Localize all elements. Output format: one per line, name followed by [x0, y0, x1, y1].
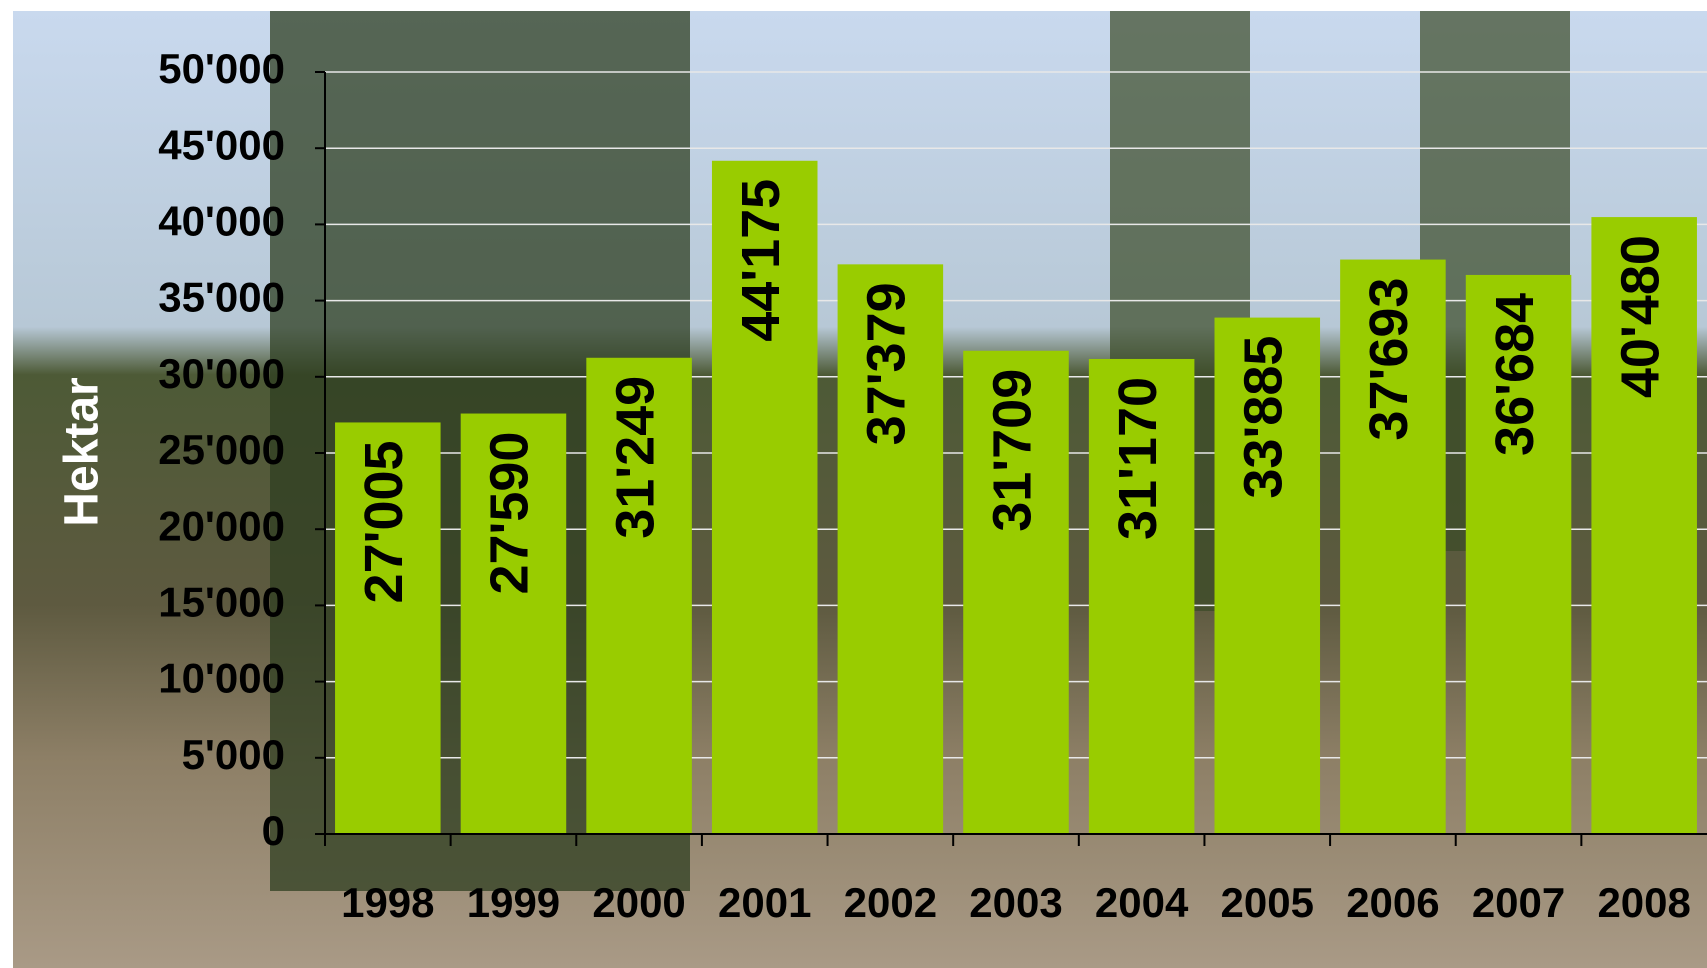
bar [963, 350, 1069, 834]
value-label: 44'175 [731, 179, 791, 342]
x-tick-label: 2000 [592, 879, 685, 926]
x-tick-label: 2004 [1095, 879, 1189, 926]
x-tick-label: 2002 [844, 879, 937, 926]
x-tick-label: 2005 [1221, 879, 1314, 926]
x-tick-label: 2008 [1597, 879, 1690, 926]
y-tick-label: 20'000 [158, 502, 285, 549]
y-axis-label: Hektar [56, 377, 109, 526]
x-tick-label: 2007 [1472, 879, 1565, 926]
y-tick-label: 50'000 [158, 45, 285, 92]
y-tick-label: 15'000 [158, 578, 285, 625]
x-tick-label: 1999 [467, 879, 560, 926]
y-tick-label: 45'000 [158, 121, 285, 168]
value-label: 31'170 [1108, 377, 1168, 540]
value-label: 33'885 [1234, 336, 1294, 499]
value-label: 37'379 [857, 282, 917, 445]
y-tick-label: 5'000 [182, 731, 285, 778]
bar [711, 160, 818, 834]
bar [1214, 317, 1321, 834]
bar [335, 422, 441, 834]
x-tick-label: 2006 [1346, 879, 1439, 926]
x-tick-label: 2003 [969, 879, 1062, 926]
y-tick-label: 35'000 [158, 274, 285, 321]
bar [460, 413, 567, 834]
value-label: 36'684 [1485, 293, 1545, 456]
bar [1088, 358, 1195, 834]
x-tick-label: 1998 [341, 879, 434, 926]
value-label: 27'005 [354, 440, 414, 603]
value-label: 40'480 [1610, 235, 1670, 398]
y-tick-label: 0 [262, 807, 285, 854]
bar [1465, 274, 1572, 834]
x-tick-label: 2001 [718, 879, 811, 926]
value-label: 27'590 [480, 432, 540, 595]
value-label: 31'709 [982, 369, 1042, 532]
bar [837, 264, 944, 835]
y-tick-label: 40'000 [158, 197, 285, 244]
bar [1591, 217, 1697, 835]
value-label: 37'693 [1359, 278, 1419, 441]
y-tick-label: 25'000 [158, 426, 285, 473]
y-tick-label: 10'000 [158, 655, 285, 702]
value-label: 31'249 [605, 376, 665, 539]
bar [586, 357, 692, 834]
bar [1340, 259, 1446, 834]
y-tick-label: 30'000 [158, 350, 285, 397]
